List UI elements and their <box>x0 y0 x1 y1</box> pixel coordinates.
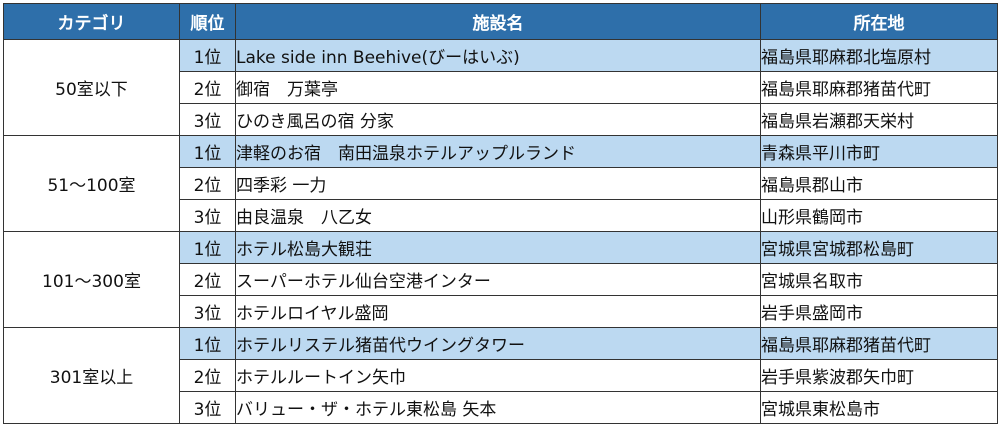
rank-cell: 2位 <box>179 263 236 296</box>
ranking-table: カテゴリ 順位 施設名 所在地 50室以下 1位 Lake side inn B… <box>3 3 998 424</box>
facility-cell: 四季彩 一力 <box>235 167 761 200</box>
category-cell: 51～100室 <box>3 135 180 232</box>
location-cell: 山形県鶴岡市 <box>760 199 998 232</box>
column-header-rank: 順位 <box>179 3 236 40</box>
table-row: 101～300室 1位 ホテル松島大観荘 宮城県宮城郡松島町 <box>3 231 998 328</box>
facility-cell: 由良温泉 八乙女 <box>235 199 761 232</box>
location-cell: 福島県耶麻郡北塩原村 <box>760 39 998 72</box>
rank-cell: 3位 <box>179 391 236 424</box>
rank-cell: 2位 <box>179 167 236 200</box>
facility-cell: Lake side inn Beehive(びーはいぶ) <box>235 39 761 72</box>
column-header-facility: 施設名 <box>235 3 761 40</box>
rank-cell: 2位 <box>179 359 236 392</box>
facility-cell: ホテルロイヤル盛岡 <box>235 295 761 328</box>
location-cell: 福島県岩瀬郡天栄村 <box>760 103 998 136</box>
rank-cell: 3位 <box>179 295 236 328</box>
category-cell: 50室以下 <box>3 39 180 136</box>
rank-cell: 1位 <box>179 135 236 168</box>
rank-cell: 1位 <box>179 231 236 264</box>
table-row: 2位 スーパーホテル仙台空港インター 宮城県名取市 <box>4 263 998 296</box>
table-row: 2位 ホテルルートイン矢巾 岩手県紫波郡矢巾町 <box>4 359 998 392</box>
facility-cell: ホテル松島大観荘 <box>235 231 761 264</box>
table-row: 3位 ひのき風呂の宿 分家 福島県岩瀬郡天栄村 <box>4 103 998 136</box>
column-header-location: 所在地 <box>760 3 998 40</box>
facility-cell: ホテルルートイン矢巾 <box>235 359 761 392</box>
category-cell: 101～300室 <box>3 231 180 328</box>
location-cell: 青森県平川市町 <box>760 135 998 168</box>
table-body: 50室以下 1位 Lake side inn Beehive(びーはいぶ) 福島… <box>3 39 998 424</box>
facility-cell: 津軽のお宿 南田温泉ホテルアップルランド <box>235 135 761 168</box>
rank-cell: 3位 <box>179 199 236 232</box>
location-cell: 宮城県名取市 <box>760 263 998 296</box>
column-header-category: カテゴリ <box>3 3 180 40</box>
table-row: 2位 御宿 万葉亭 福島県耶麻郡猪苗代町 <box>4 71 998 104</box>
facility-cell: ホテルリステル猪苗代ウイングタワー <box>235 327 761 360</box>
category-cell: 301室以上 <box>3 327 180 424</box>
table-header: カテゴリ 順位 施設名 所在地 <box>3 3 998 40</box>
rank-cell: 3位 <box>179 103 236 136</box>
rank-cell: 1位 <box>179 39 236 72</box>
facility-cell: バリュー・ザ・ホテル東松島 矢本 <box>235 391 761 424</box>
rank-cell: 1位 <box>179 327 236 360</box>
location-cell: 岩手県紫波郡矢巾町 <box>760 359 998 392</box>
facility-cell: ひのき風呂の宿 分家 <box>235 103 761 136</box>
location-cell: 福島県郡山市 <box>760 167 998 200</box>
table-row: 50室以下 1位 Lake side inn Beehive(びーはいぶ) 福島… <box>3 39 998 136</box>
table-row: 3位 バリュー・ザ・ホテル東松島 矢本 宮城県東松島市 <box>4 391 998 424</box>
location-cell: 宮城県宮城郡松島町 <box>760 231 998 264</box>
facility-cell: 御宿 万葉亭 <box>235 71 761 104</box>
table-row: 51～100室 1位 津軽のお宿 南田温泉ホテルアップルランド 青森県平川市町 <box>3 135 998 232</box>
header-row: カテゴリ 順位 施設名 所在地 <box>3 3 998 40</box>
location-cell: 宮城県東松島市 <box>760 391 998 424</box>
location-cell: 福島県耶麻郡猪苗代町 <box>760 327 998 360</box>
location-cell: 岩手県盛岡市 <box>760 295 998 328</box>
table-row: 301室以上 1位 ホテルリステル猪苗代ウイングタワー 福島県耶麻郡猪苗代町 <box>3 327 998 424</box>
table-row: 3位 由良温泉 八乙女 山形県鶴岡市 <box>4 199 998 232</box>
location-cell: 福島県耶麻郡猪苗代町 <box>760 71 998 104</box>
facility-cell: スーパーホテル仙台空港インター <box>235 263 761 296</box>
table-row: 2位 四季彩 一力 福島県郡山市 <box>4 167 998 200</box>
rank-cell: 2位 <box>179 71 236 104</box>
